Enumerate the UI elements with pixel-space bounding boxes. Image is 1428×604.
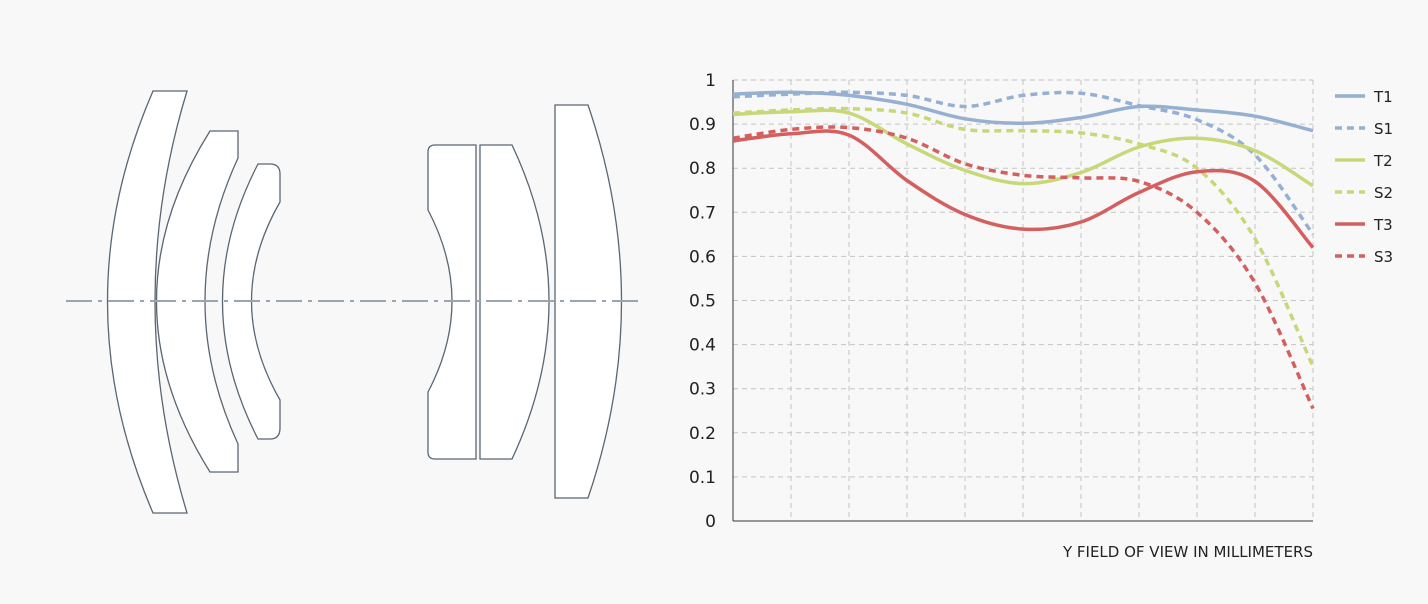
y-tick-label: 0.7 xyxy=(689,203,716,223)
y-tick-label: 0.5 xyxy=(689,292,716,312)
legend-label-t1: T1 xyxy=(1373,88,1393,106)
y-tick-label: 0 xyxy=(705,512,716,532)
lens-diagram xyxy=(66,90,642,514)
series-t2-line xyxy=(732,108,1314,188)
y-tick-label: 0.2 xyxy=(689,424,716,444)
legend-label-s1: S1 xyxy=(1374,120,1393,138)
series-s1-line xyxy=(732,90,1315,236)
series-s2-line xyxy=(732,106,1315,368)
legend-label-s2: S2 xyxy=(1374,184,1393,202)
series-s3-line xyxy=(732,125,1315,410)
legend-label-t2: T2 xyxy=(1373,152,1393,170)
series-t3-line xyxy=(732,129,1315,249)
y-tick-label: 0.9 xyxy=(689,115,716,135)
legend-label-s3: S3 xyxy=(1374,248,1393,266)
chart-axes xyxy=(732,80,1313,522)
chart-legend: T1 S1 T2 S2 T3 S3 xyxy=(1335,88,1393,266)
lens-element-1 xyxy=(106,90,188,514)
chart-series xyxy=(732,90,1315,410)
y-tick-label: 0.4 xyxy=(689,336,716,356)
y-tick-label: 0.6 xyxy=(689,247,716,267)
x-axis-title: Y FIELD OF VIEW IN MILLIMETERS xyxy=(1062,543,1313,561)
lens-element-5 xyxy=(479,144,550,460)
chart-grid xyxy=(733,79,1314,521)
y-tick-labels: 0 0.1 0.2 0.3 0.4 0.5 0.6 0.7 0.8 0.9 1 xyxy=(689,71,716,532)
legend-label-t3: T3 xyxy=(1373,216,1393,234)
y-tick-label: 0.8 xyxy=(689,159,716,179)
y-tick-label: 0.3 xyxy=(689,380,716,400)
y-tick-label: 0.1 xyxy=(689,468,716,488)
y-tick-label: 1 xyxy=(705,71,716,91)
